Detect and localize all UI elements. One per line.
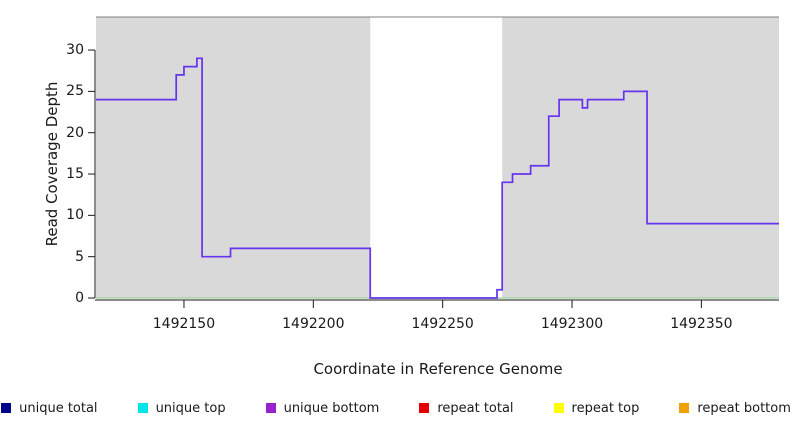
legend-label: repeat bottom <box>697 400 791 416</box>
legend-swatch-icon <box>553 403 564 413</box>
legend-swatch-icon <box>1 403 12 413</box>
y-axis-tick-label: 10 <box>66 207 84 224</box>
x-axis-tick-label: 1492250 <box>411 316 474 332</box>
x-axis-title: Coordinate in Reference Genome <box>313 360 563 378</box>
gap-region <box>370 17 503 298</box>
legend-swatch-icon <box>137 403 148 413</box>
legend-label: unique bottom <box>283 400 380 416</box>
x-axis-tick-label: 1492350 <box>670 316 733 332</box>
series-line-0 <box>96 57 779 299</box>
x-axis-tick-label: 1492150 <box>152 316 216 332</box>
legend-item[interactable]: unique bottom <box>265 400 380 416</box>
legend-item[interactable]: unique total <box>1 400 98 416</box>
legend-label: repeat total <box>437 400 514 416</box>
legend-label: repeat top <box>571 400 640 416</box>
y-axis-tick-label: 20 <box>66 124 84 141</box>
y-axis-tick-label: 5 <box>75 248 84 265</box>
legend-item[interactable]: repeat bottom <box>679 401 791 416</box>
legend-swatch-icon <box>419 403 430 413</box>
legend-swatch-icon <box>265 403 276 413</box>
legend-label: unique total <box>19 400 98 416</box>
legend-item[interactable]: repeat top <box>553 400 640 416</box>
x-axis-tick-label: 1492200 <box>282 316 345 332</box>
legend-label: unique top <box>155 400 226 416</box>
legend-swatch-icon <box>679 403 690 413</box>
y-axis-tick-label: 0 <box>75 290 84 306</box>
legend-item[interactable]: unique top <box>137 400 226 416</box>
y-axis-tick-label: 25 <box>66 83 84 100</box>
y-axis-tick-label: 30 <box>66 42 84 59</box>
chart-legend: unique total unique top unique bottom repea… <box>0 396 792 420</box>
x-axis-tick-label: 1492300 <box>540 316 604 332</box>
legend-item[interactable]: repeat total <box>419 400 514 416</box>
y-axis-tick-label: 15 <box>66 166 84 183</box>
